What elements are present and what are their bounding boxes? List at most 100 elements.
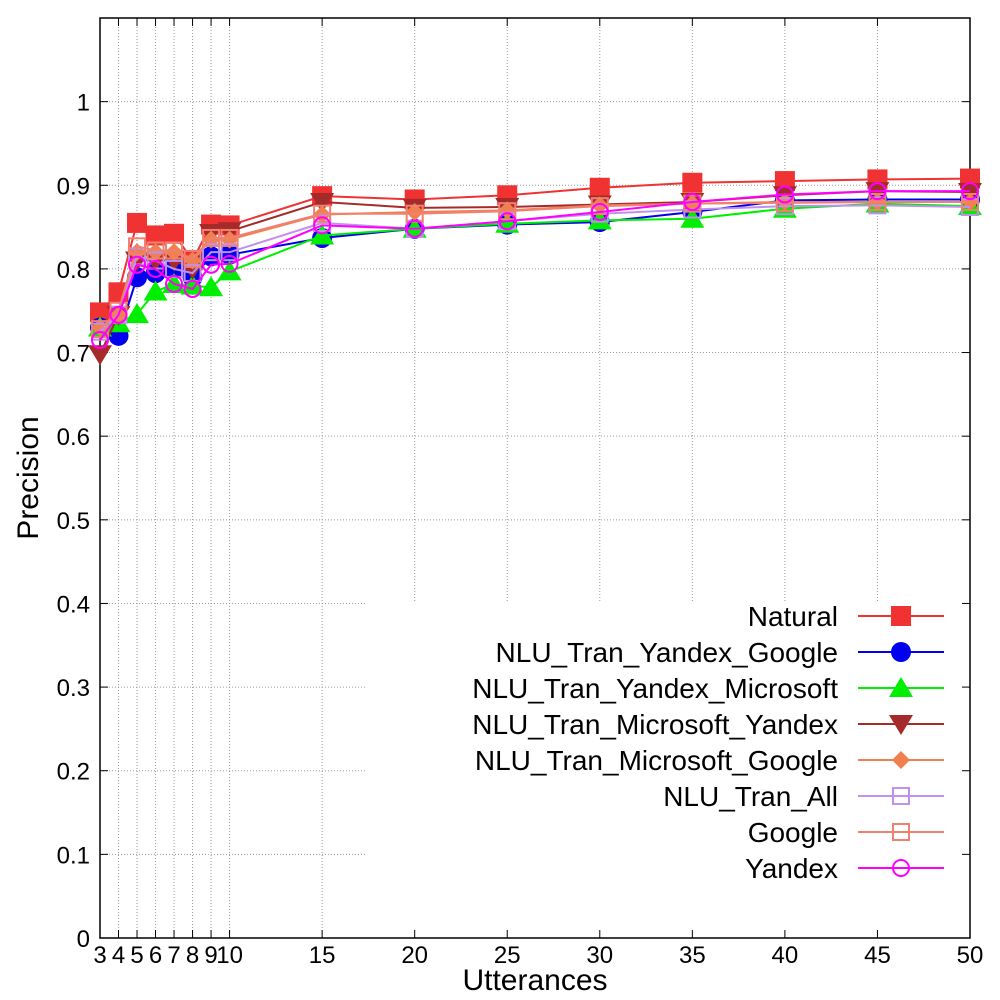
x-tick-label: 30 <box>586 942 613 969</box>
data-point <box>109 301 128 320</box>
data-point <box>405 219 424 238</box>
data-point <box>498 202 517 221</box>
data-point <box>165 241 184 260</box>
data-point <box>961 182 979 201</box>
legend-label: Yandex <box>745 853 838 884</box>
legend-label: NLU_Tran_Yandex_Google <box>496 637 838 668</box>
data-point <box>180 274 205 295</box>
data-point <box>125 251 150 272</box>
data-point <box>199 276 224 297</box>
data-point <box>868 193 887 211</box>
data-point <box>498 212 517 231</box>
x-tick-label: 6 <box>149 942 162 969</box>
data-point <box>774 171 795 192</box>
plot-frame <box>99 17 971 939</box>
data-point <box>217 260 242 281</box>
data-point <box>590 197 609 216</box>
legend: Natural NLU_Tran_Yandex_Google NLU_Tran_Ya… <box>472 601 944 884</box>
data-point <box>220 228 239 247</box>
x-tick-label: 7 <box>167 942 180 969</box>
legend-background <box>365 602 969 937</box>
data-point <box>202 255 221 274</box>
legend-marker <box>889 677 913 697</box>
y-tick-label: 0.5 <box>57 508 90 535</box>
legend-item: NLU_Tran_Yandex_Microsoft <box>472 673 944 704</box>
y-tick-label: 0.1 <box>57 842 90 869</box>
series-8 <box>91 182 979 349</box>
data-point <box>109 305 128 324</box>
legend-marker <box>889 715 913 735</box>
y-tick-label: 1 <box>77 90 90 117</box>
x-tick-label: 4 <box>112 942 125 969</box>
legend-marker <box>892 751 910 769</box>
data-point <box>143 280 168 301</box>
series-line <box>99 190 970 341</box>
data-point <box>589 177 610 198</box>
legend-marker <box>891 642 911 662</box>
legend-item: NLU_Tran_Microsoft_Yandex <box>472 709 944 740</box>
legend-label: NLU_Tran_Microsoft_Yandex <box>472 709 838 740</box>
data-point <box>682 172 703 193</box>
legend-marker <box>892 823 910 841</box>
data-point <box>202 243 221 262</box>
data-point <box>202 228 221 247</box>
data-point <box>146 241 165 260</box>
x-tick-label: 8 <box>186 942 199 969</box>
data-point <box>183 249 202 268</box>
x-tick-label: 35 <box>679 942 706 969</box>
data-point <box>313 204 332 223</box>
x-tick-label: 20 <box>401 942 428 969</box>
data-point <box>128 255 147 274</box>
y-tick-label: 0.8 <box>57 257 90 284</box>
series-layer <box>88 168 982 366</box>
data-point <box>220 243 239 262</box>
data-point <box>590 203 609 222</box>
data-point <box>310 193 335 213</box>
series-line <box>99 201 970 330</box>
y-tick-label: 0.4 <box>57 591 90 618</box>
x-tick-label: 25 <box>494 942 521 969</box>
data-point <box>683 193 702 211</box>
legend-item: NLU_Tran_Microsoft_Google <box>475 745 944 776</box>
legend-label: Google <box>748 817 838 848</box>
series-7 <box>91 193 979 339</box>
x-tick-label: 40 <box>772 942 799 969</box>
data-point <box>961 193 979 211</box>
legend-item: Yandex <box>745 853 944 884</box>
legend-item: Natural <box>748 601 944 632</box>
y-tick-label: 0.7 <box>57 341 90 368</box>
data-point <box>88 345 112 366</box>
x-tick-label: 3 <box>93 942 106 969</box>
data-point <box>313 216 332 235</box>
data-point <box>868 182 887 201</box>
data-point <box>91 331 109 349</box>
data-point <box>220 254 239 273</box>
legend-label: Natural <box>748 601 838 632</box>
data-point <box>775 185 794 204</box>
legend-marker <box>891 606 911 626</box>
ticks: 3 4 5 6 7 8 910 15 20 25 30 35 40 45 5000.10.20.30.40.… <box>57 18 983 969</box>
x-tick-label: 15 <box>309 942 336 969</box>
x-tick-label: 10 <box>216 942 243 969</box>
data-point <box>127 212 148 233</box>
data-point <box>145 225 166 246</box>
legend-label: NLU_Tran_Microsoft_Google <box>475 745 838 776</box>
legend-item: NLU_Tran_All <box>663 781 944 812</box>
data-point <box>90 302 110 323</box>
y-tick-label: 0 <box>77 926 90 953</box>
data-point <box>128 237 147 256</box>
x-tick-label: 5 <box>130 942 143 969</box>
legend-label: NLU_Tran_Yandex_Microsoft <box>472 673 838 704</box>
data-point <box>958 182 982 203</box>
y-tick-label: 0.3 <box>57 675 90 702</box>
y-axis-title: Precision <box>12 416 45 539</box>
legend-marker <box>892 787 910 805</box>
data-point <box>183 279 202 298</box>
y-tick-label: 0.2 <box>57 759 90 786</box>
data-point <box>165 243 184 262</box>
x-axis-title: Utterances <box>462 964 607 997</box>
data-point <box>125 303 150 324</box>
series-line <box>99 204 971 333</box>
x-tick-label: 45 <box>864 942 891 969</box>
